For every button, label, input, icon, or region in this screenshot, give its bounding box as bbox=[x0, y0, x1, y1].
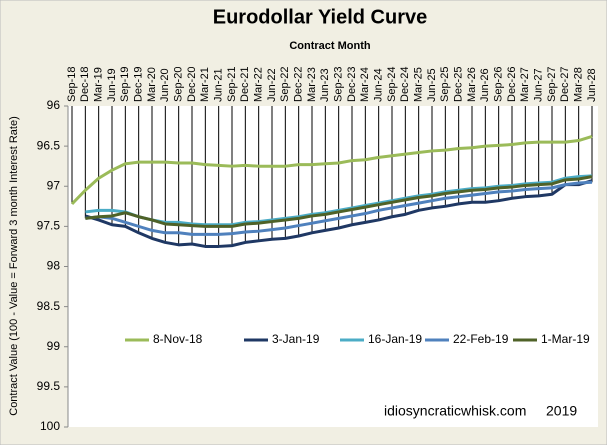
legend-label: 22-Feb-19 bbox=[453, 332, 509, 346]
x-tick-label: Sep-23 bbox=[333, 67, 345, 102]
x-tick-label: Sep-27 bbox=[546, 67, 558, 102]
x-axis-title: Contract Month bbox=[289, 40, 371, 52]
y-tick-label: 96 bbox=[47, 98, 61, 112]
x-tick-label: Jun-26 bbox=[479, 68, 491, 102]
y-tick-label: 97 bbox=[47, 178, 61, 192]
x-tick-label: Sep-26 bbox=[493, 67, 505, 102]
series-line bbox=[84, 179, 593, 248]
x-tick-label: Jun-20 bbox=[159, 68, 171, 102]
y-tick-label: 99.5 bbox=[37, 379, 61, 393]
chart-title: Eurodollar Yield Curve bbox=[213, 6, 428, 28]
x-tick-label: Dec-25 bbox=[453, 67, 465, 102]
x-tick-label: Dec-19 bbox=[133, 67, 145, 102]
x-tick-label: Dec-23 bbox=[346, 67, 358, 102]
x-tick-label: Mar-25 bbox=[413, 67, 425, 102]
series-line bbox=[85, 175, 593, 228]
y-tick-label: 97.5 bbox=[37, 219, 61, 233]
x-tick-label: Dec-22 bbox=[293, 67, 305, 102]
x-tick-label: Jun-22 bbox=[266, 68, 278, 102]
legend-label: 8-Nov-18 bbox=[153, 332, 203, 346]
series-line bbox=[70, 135, 593, 205]
x-tick-label: Sep-24 bbox=[386, 67, 398, 102]
series-line bbox=[85, 180, 593, 236]
y-tick-label: 98.5 bbox=[37, 299, 61, 313]
x-tick-label: Dec-24 bbox=[399, 67, 411, 102]
y-tick-label: 98 bbox=[47, 259, 61, 273]
x-tick-label: Jun-27 bbox=[533, 68, 545, 102]
x-tick-label: Jun-28 bbox=[586, 68, 598, 102]
x-tick-label: Sep-18 bbox=[66, 67, 78, 102]
annotation: 2019 bbox=[546, 403, 577, 419]
y-tick-label: 100 bbox=[40, 419, 60, 433]
x-tick-label: Jun-25 bbox=[426, 68, 438, 102]
x-tick-label: Dec-18 bbox=[79, 67, 91, 102]
x-tick-label: Sep-20 bbox=[173, 67, 185, 102]
y-tick-label: 96.5 bbox=[37, 138, 61, 152]
x-tick-label: Jun-24 bbox=[373, 68, 385, 102]
x-tick-label: Dec-20 bbox=[186, 67, 198, 102]
x-tick-label: Sep-21 bbox=[226, 67, 238, 102]
x-tick-label: Dec-21 bbox=[239, 67, 251, 102]
x-tick-label: Sep-25 bbox=[439, 67, 451, 102]
y-tick-label: 99 bbox=[47, 339, 61, 353]
x-tick-label: Mar-23 bbox=[306, 67, 318, 102]
legend-label: 16-Jan-19 bbox=[368, 332, 422, 346]
x-tick-label: Mar-28 bbox=[573, 67, 585, 102]
x-tick-label: Dec-27 bbox=[559, 67, 571, 102]
x-tick-label: Mar-26 bbox=[466, 67, 478, 102]
legend-label: 3-Jan-19 bbox=[272, 332, 320, 346]
y-axis-title: Contract Value (100 - Value = Forward 3 … bbox=[8, 116, 20, 416]
x-tick-label: Sep-22 bbox=[279, 67, 291, 102]
plot-area bbox=[68, 106, 598, 427]
legend-label: 1-Mar-19 bbox=[541, 332, 590, 346]
x-tick-label: Mar-27 bbox=[519, 67, 531, 102]
x-tick-label: Mar-19 bbox=[93, 67, 105, 102]
x-tick-label: Dec-26 bbox=[506, 67, 518, 102]
x-tick-label: Jun-23 bbox=[319, 68, 331, 102]
x-tick-label: Jun-21 bbox=[213, 68, 225, 102]
x-tick-label: Sep-19 bbox=[119, 67, 131, 102]
x-tick-label: Jun-19 bbox=[106, 68, 118, 102]
x-tick-label: Mar-24 bbox=[359, 67, 371, 102]
annotation: idiosyncraticwhisk.com bbox=[384, 403, 526, 419]
x-tick-label: Mar-22 bbox=[253, 67, 265, 102]
series-line bbox=[85, 174, 593, 227]
x-tick-label: Mar-20 bbox=[146, 67, 158, 102]
x-tick-label: Mar-21 bbox=[199, 67, 211, 102]
